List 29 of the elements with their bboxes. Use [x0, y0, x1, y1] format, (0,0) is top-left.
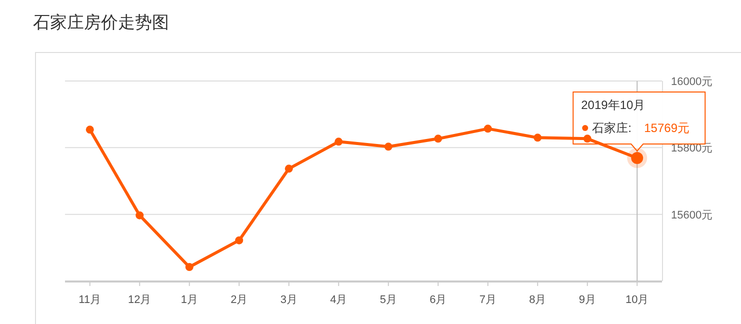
point — [484, 124, 492, 133]
point — [235, 236, 244, 244]
point — [284, 164, 293, 173]
point — [384, 142, 392, 151]
y-tick-label: 15600元 — [671, 209, 713, 222]
x-tick-label: 9月 — [578, 294, 596, 306]
x-tick-label: 10月 — [626, 294, 649, 306]
x-tick-label: 11月 — [78, 294, 102, 306]
x-tick-label: 1月 — [180, 294, 198, 306]
point — [86, 126, 94, 134]
x-tick-label: 2月 — [230, 294, 248, 306]
y-tick-label: 16000元 — [671, 76, 713, 88]
point — [136, 211, 144, 220]
x-tick-label: 12月 — [128, 294, 152, 306]
x-tick-label: 6月 — [430, 294, 447, 306]
x-tick-label: 8月 — [529, 294, 546, 306]
point — [434, 134, 442, 143]
point — [583, 134, 592, 143]
data-label: 15769元 — [644, 121, 690, 135]
x-tick-label: 3月 — [280, 294, 298, 306]
legend-label: 石家庄: — [592, 121, 632, 135]
point — [534, 134, 542, 142]
point — [334, 138, 343, 146]
annotation: 2019年10月 — [581, 98, 646, 112]
chart-title: 石家庄房价走势图 — [33, 13, 169, 32]
x-tick-label: 7月 — [479, 294, 496, 306]
x-tick-label: 4月 — [330, 294, 348, 306]
x-tick-label: 5月 — [380, 294, 397, 306]
point — [185, 263, 194, 271]
